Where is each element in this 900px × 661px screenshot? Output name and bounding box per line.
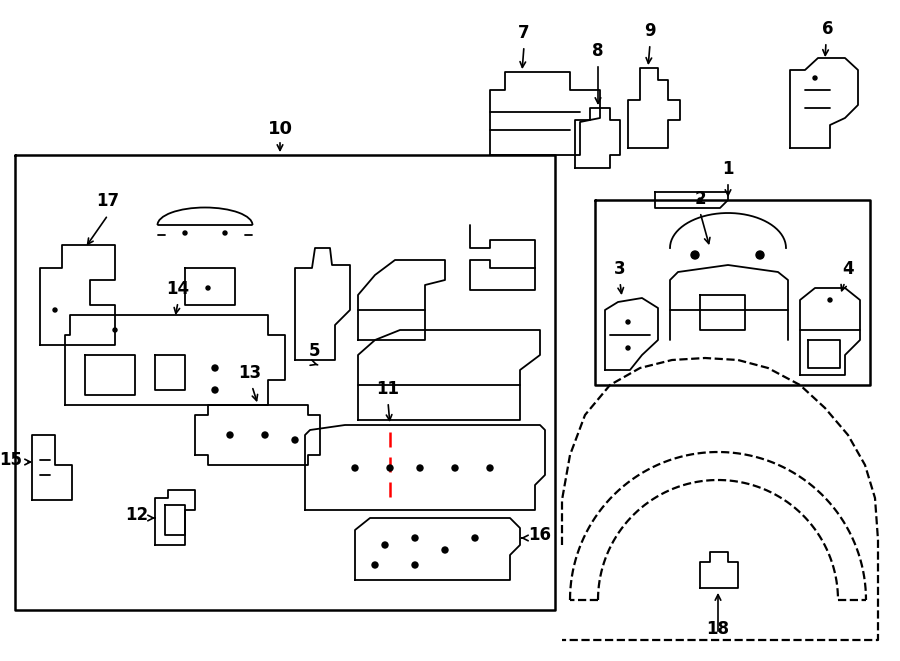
Circle shape: [183, 231, 187, 235]
Text: 11: 11: [376, 380, 400, 398]
Text: 9: 9: [644, 22, 656, 40]
Text: 15: 15: [0, 451, 22, 469]
Circle shape: [212, 365, 218, 371]
Text: 5: 5: [310, 342, 320, 360]
Circle shape: [813, 76, 817, 80]
Text: 13: 13: [238, 364, 262, 382]
Circle shape: [691, 251, 699, 259]
Circle shape: [372, 562, 378, 568]
Text: 4: 4: [842, 260, 854, 278]
Text: 10: 10: [267, 120, 293, 138]
Circle shape: [442, 547, 448, 553]
Text: 3: 3: [614, 260, 626, 278]
Text: 8: 8: [592, 42, 604, 60]
Circle shape: [626, 346, 630, 350]
Circle shape: [756, 251, 764, 259]
Text: 1: 1: [722, 160, 734, 178]
Circle shape: [352, 465, 358, 471]
Circle shape: [113, 328, 117, 332]
Text: 7: 7: [518, 24, 530, 42]
Circle shape: [262, 432, 268, 438]
Circle shape: [472, 535, 478, 541]
Circle shape: [452, 465, 458, 471]
Circle shape: [53, 308, 57, 312]
Circle shape: [212, 387, 218, 393]
Circle shape: [698, 198, 702, 202]
Text: 18: 18: [706, 620, 730, 638]
Circle shape: [412, 535, 418, 541]
Circle shape: [828, 298, 832, 302]
Circle shape: [223, 231, 227, 235]
Circle shape: [227, 432, 233, 438]
Circle shape: [292, 437, 298, 443]
Circle shape: [626, 320, 630, 324]
Text: 2: 2: [694, 190, 706, 208]
Circle shape: [417, 465, 423, 471]
Circle shape: [382, 542, 388, 548]
Text: 12: 12: [125, 506, 148, 524]
Circle shape: [487, 465, 493, 471]
Text: 6: 6: [823, 20, 833, 38]
Text: 16: 16: [528, 526, 551, 544]
Circle shape: [412, 562, 418, 568]
Circle shape: [206, 286, 210, 290]
Circle shape: [387, 465, 393, 471]
Text: 14: 14: [166, 280, 190, 298]
Text: 17: 17: [96, 192, 120, 210]
